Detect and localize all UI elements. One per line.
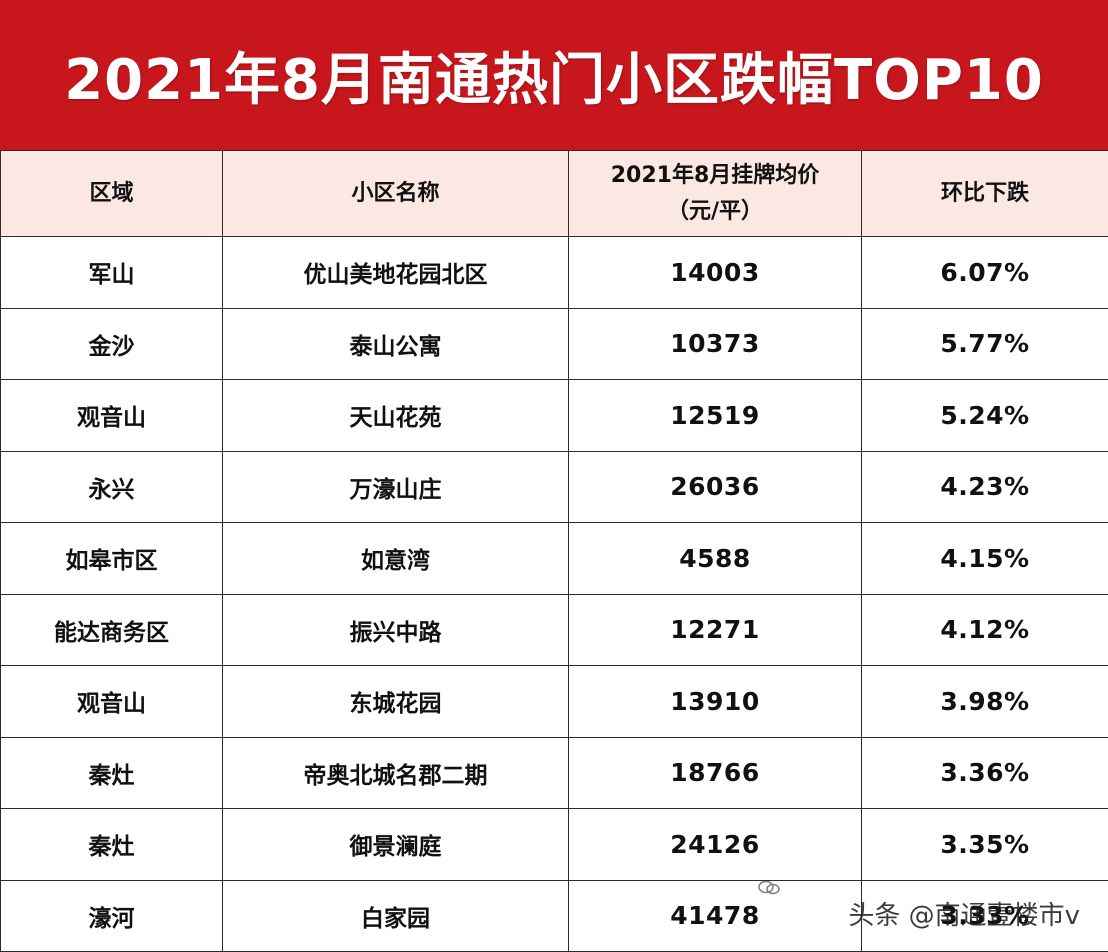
cell-decline: 4.15%: [861, 522, 1108, 595]
table-row: 军山 优山美地花园北区 14003 6.07%: [0, 236, 1108, 309]
cell-community: 天山花苑: [222, 379, 569, 452]
cell-community: 御景澜庭: [222, 808, 569, 881]
header-district: 区域: [0, 150, 223, 237]
table-row: 秦灶 帝奥北城名郡二期 18766 3.36%: [0, 736, 1108, 809]
cell-price: 26036: [568, 450, 862, 523]
cell-district: 秦灶: [0, 736, 223, 809]
table-header-row: 区域 小区名称 2021年8月挂牌均价 （元/平） 环比下跌: [0, 150, 1108, 237]
cell-district: 观音山: [0, 665, 223, 738]
cell-community: 优山美地花园北区: [222, 236, 569, 309]
cell-price: 12519: [568, 379, 862, 452]
cell-community: 白家园: [222, 879, 569, 952]
cell-community: 东城花园: [222, 665, 569, 738]
cell-decline: 4.23%: [861, 450, 1108, 523]
cell-decline: 3.33%: [861, 879, 1108, 952]
cell-district: 军山: [0, 236, 223, 309]
cell-price: 4588: [568, 522, 862, 595]
table-row: 观音山 东城花园 13910 3.98%: [0, 665, 1108, 738]
cell-community: 如意湾: [222, 522, 569, 595]
page-title: 2021年8月南通热门小区跌幅TOP10: [64, 47, 1044, 113]
wechat-icon: [758, 873, 780, 895]
table-row: 濠河 白家园 41478 3.33%: [0, 879, 1108, 952]
cell-district: 如皋市区: [0, 522, 223, 595]
table-row: 能达商务区 振兴中路 12271 4.12%: [0, 593, 1108, 666]
watermark: 头条 @南通壹楼市v: [758, 880, 1080, 932]
cell-price: 14003: [568, 236, 862, 309]
cell-district: 金沙: [0, 307, 223, 380]
cell-price: 12271: [568, 593, 862, 666]
cell-district: 秦灶: [0, 808, 223, 881]
cell-district: 能达商务区: [0, 593, 223, 666]
header-decline: 环比下跌: [861, 150, 1108, 237]
cell-district: 观音山: [0, 379, 223, 452]
header-price-line2: （元/平）: [666, 198, 764, 224]
cell-district: 濠河: [0, 879, 223, 952]
cell-decline: 3.35%: [861, 808, 1108, 881]
cell-decline: 6.07%: [861, 236, 1108, 309]
cell-community: 泰山公寓: [222, 307, 569, 380]
table-row: 如皋市区 如意湾 4588 4.15%: [0, 522, 1108, 595]
header-price-line1: 2021年8月挂牌均价: [610, 162, 820, 188]
table-row: 金沙 泰山公寓 10373 5.77%: [0, 307, 1108, 380]
table-row: 永兴 万濠山庄 26036 4.23%: [0, 450, 1108, 523]
cell-community: 万濠山庄: [222, 450, 569, 523]
cell-decline: 5.77%: [861, 307, 1108, 380]
ranking-table: 区域 小区名称 2021年8月挂牌均价 （元/平） 环比下跌 军山 优山美地花园…: [0, 150, 1108, 952]
cell-community: 振兴中路: [222, 593, 569, 666]
header-community: 小区名称: [222, 150, 569, 237]
cell-district: 永兴: [0, 450, 223, 523]
cell-decline: 4.12%: [861, 593, 1108, 666]
cell-community: 帝奥北城名郡二期: [222, 736, 569, 809]
title-banner: 2021年8月南通热门小区跌幅TOP10: [0, 0, 1108, 150]
cell-price: 10373: [568, 307, 862, 380]
header-price: 2021年8月挂牌均价 （元/平）: [568, 150, 862, 237]
cell-decline: 5.24%: [861, 379, 1108, 452]
cell-price: 18766: [568, 736, 862, 809]
cell-price: 13910: [568, 665, 862, 738]
table-row: 观音山 天山花苑 12519 5.24%: [0, 379, 1108, 452]
cell-decline: 3.98%: [861, 665, 1108, 738]
table-row: 秦灶 御景澜庭 24126 3.35%: [0, 808, 1108, 881]
cell-price: 24126: [568, 808, 862, 881]
cell-decline: 3.36%: [861, 736, 1108, 809]
cell-price: 41478: [568, 879, 862, 952]
watermark-text: 头条 @南通壹楼市v: [848, 901, 1080, 931]
